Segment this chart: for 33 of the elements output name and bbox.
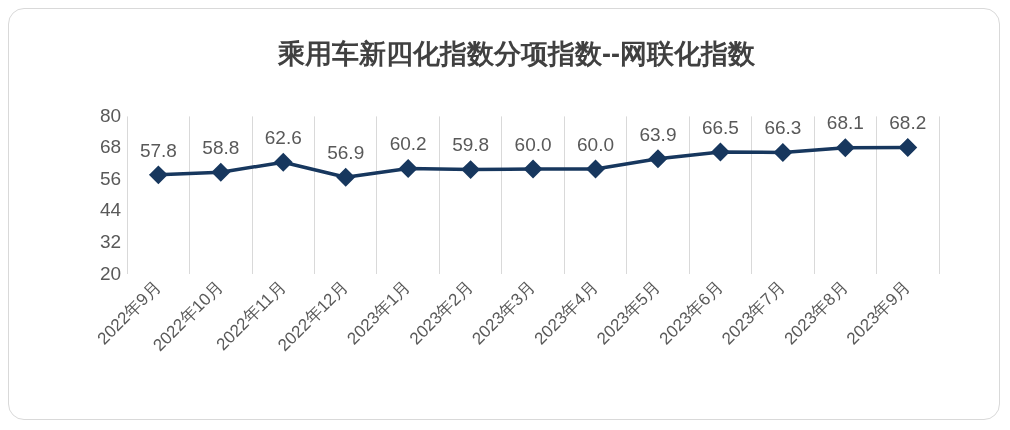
text: 59.8 <box>452 134 490 156</box>
chart-title: 乘用车新四化指数分项指数--网联化指数 <box>277 38 756 69</box>
point <box>649 150 667 168</box>
y-tick-label: 56 <box>99 167 122 189</box>
text: 66.5 <box>701 116 739 138</box>
y-tick-label: 20 <box>99 262 122 284</box>
text: 58.8 <box>202 136 240 158</box>
point <box>774 143 792 162</box>
text: 63.9 <box>639 123 677 145</box>
text: 66.3 <box>764 117 802 139</box>
y-tick-label: 68 <box>99 136 122 158</box>
text: 60.2 <box>389 133 427 155</box>
point <box>149 166 168 184</box>
point <box>899 138 917 157</box>
text: 62.6 <box>264 126 302 148</box>
point <box>399 159 417 178</box>
y-tick-label: 44 <box>99 199 122 221</box>
point <box>461 160 480 179</box>
text: 56.9 <box>327 141 365 163</box>
text: 68.2 <box>889 112 927 134</box>
point <box>586 160 605 178</box>
text: 60.0 <box>514 133 552 155</box>
point <box>212 163 230 181</box>
point <box>524 160 542 178</box>
text: 60.0 <box>577 133 615 155</box>
y-tick-label: 32 <box>99 231 122 253</box>
point <box>836 138 855 157</box>
point <box>336 168 355 186</box>
y-tick-label: 80 <box>99 104 122 126</box>
text: 57.8 <box>139 139 177 161</box>
point <box>274 153 293 171</box>
point <box>711 143 730 161</box>
text: 68.1 <box>826 112 864 134</box>
